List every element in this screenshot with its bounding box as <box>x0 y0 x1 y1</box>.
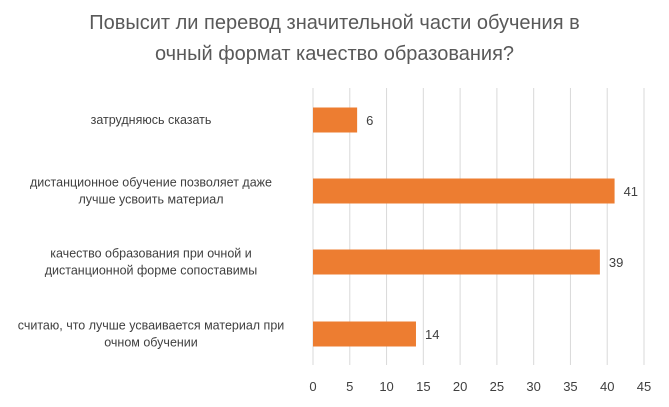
category-label-1-line-0: дистанционное обучение позволяет даже <box>30 176 272 190</box>
bar-1 <box>313 178 615 204</box>
category-label-1-line-1: лучше усвоить материал <box>78 193 223 207</box>
bar-0 <box>313 107 358 133</box>
data-label-1: 41 <box>624 184 638 199</box>
x-tick-label-35: 35 <box>563 379 577 394</box>
x-tick-label-5: 5 <box>346 379 353 394</box>
x-axis-ticks: 0 5 10 15 20 25 30 35 40 45 <box>309 379 651 394</box>
category-label-2-line-0: качество образования при очной и <box>50 247 251 261</box>
category-labels: затрудняюсь сказать дистанционное обучени… <box>18 113 285 350</box>
data-label-3: 14 <box>425 327 439 342</box>
chart-title: Повысит ли перевод значительной части об… <box>0 8 669 70</box>
x-tick-label-20: 20 <box>453 379 467 394</box>
data-labels: 6 41 39 14 <box>366 113 638 342</box>
x-tick-label-10: 10 <box>379 379 393 394</box>
x-tick-label-0: 0 <box>309 379 316 394</box>
x-tick-label-25: 25 <box>490 379 504 394</box>
x-tick-label-45: 45 <box>637 379 651 394</box>
category-label-3-line-1: очном обучении <box>104 336 198 350</box>
data-label-0: 6 <box>366 113 373 128</box>
bars <box>313 107 615 347</box>
category-label-3-line-0: считаю, что лучше усваивается материал п… <box>18 319 285 333</box>
gridlines <box>312 88 645 365</box>
x-tick-label-30: 30 <box>526 379 540 394</box>
category-label-0-line-0: затрудняюсь сказать <box>91 113 212 127</box>
bar-3 <box>313 321 416 347</box>
chart-title-line-1: Повысит ли перевод значительной части об… <box>89 12 580 34</box>
category-label-2-line-1: дистанционной форме сопоставимы <box>45 264 258 278</box>
data-label-2: 39 <box>609 255 623 270</box>
chart-title-line-2: очный формат качество образования? <box>154 43 515 65</box>
bar-2 <box>313 249 600 275</box>
x-tick-label-15: 15 <box>416 379 430 394</box>
x-tick-label-40: 40 <box>600 379 614 394</box>
